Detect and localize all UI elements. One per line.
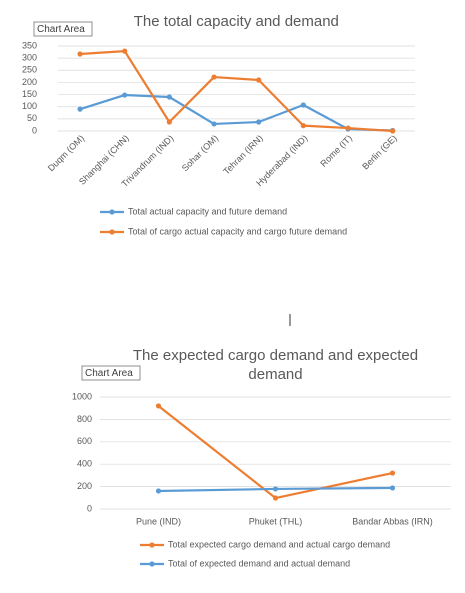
y-tick-label: 250 xyxy=(22,65,37,75)
x-tick-label: Tehran (IRN) xyxy=(221,133,264,176)
y-tick-label: 400 xyxy=(77,459,92,469)
data-point xyxy=(211,121,217,127)
x-tick-label: Duqm (OM) xyxy=(46,133,86,173)
y-tick-label: 600 xyxy=(77,436,92,446)
data-point xyxy=(300,102,306,108)
legend-label: Total of cargo actual capacity and cargo… xyxy=(128,226,347,236)
x-tick-label: Sohar (OM) xyxy=(180,133,220,173)
data-point xyxy=(390,128,396,134)
data-point xyxy=(256,119,262,125)
data-point xyxy=(122,48,128,54)
data-point xyxy=(166,94,172,100)
data-point xyxy=(300,123,306,129)
data-point xyxy=(155,403,162,409)
y-tick-label: 50 xyxy=(27,113,37,123)
x-tick-label: Berlin (GE) xyxy=(360,133,399,172)
series-line xyxy=(79,93,393,132)
data-point xyxy=(77,106,83,112)
data-point xyxy=(256,77,262,83)
y-tick-label: 200 xyxy=(77,481,92,491)
data-point xyxy=(211,74,217,80)
chart-title: The expected cargo demand and expected d… xyxy=(132,347,419,383)
tooltip-box xyxy=(81,365,141,381)
y-tick-label: 1000 xyxy=(72,391,92,401)
series-line xyxy=(157,405,393,500)
data-point xyxy=(155,488,162,494)
legend-label: Total expected cargo demand and actual c… xyxy=(168,539,390,549)
series-line xyxy=(79,50,393,133)
legend-marker xyxy=(149,561,155,567)
y-tick-label: 0 xyxy=(32,125,37,135)
data-point xyxy=(389,485,396,491)
x-tick-label: Phuket (THL) xyxy=(249,516,303,526)
tooltip-text: Chart Area xyxy=(85,368,133,379)
y-tick-label: 300 xyxy=(22,53,37,63)
legend-label: Total of expected demand and actual dema… xyxy=(168,558,350,568)
x-tick-label: Pune (IND) xyxy=(136,516,181,526)
data-point xyxy=(122,92,128,98)
legend-marker xyxy=(109,209,115,215)
data-point xyxy=(166,119,172,125)
data-point xyxy=(77,51,83,57)
x-tick-label: Bandar Abbas (IRN) xyxy=(352,516,433,526)
y-tick-label: 350 xyxy=(22,40,37,50)
legend-label: Total actual capacity and future demand xyxy=(128,206,287,216)
data-point xyxy=(389,470,396,476)
legend-marker xyxy=(149,542,155,548)
chart-title: The total capacity and demand xyxy=(133,13,339,30)
tooltip-box xyxy=(33,21,93,37)
tooltip-text: Chart Area xyxy=(37,24,85,35)
y-tick-label: 200 xyxy=(22,77,37,87)
y-tick-label: 150 xyxy=(22,89,37,99)
y-tick-label: 100 xyxy=(22,101,37,111)
y-tick-label: 0 xyxy=(87,503,92,513)
data-point xyxy=(272,495,279,501)
y-tick-label: 800 xyxy=(77,414,92,424)
data-point xyxy=(272,486,279,492)
data-point xyxy=(345,125,351,131)
legend-marker xyxy=(109,229,115,235)
x-tick-label: Rome (IT) xyxy=(318,133,354,169)
